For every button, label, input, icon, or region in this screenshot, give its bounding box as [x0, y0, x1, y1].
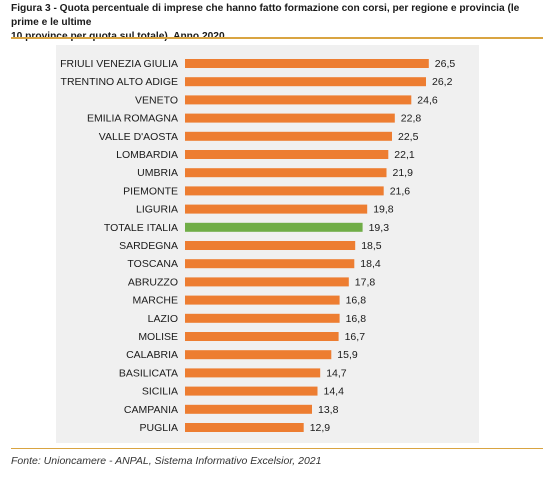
figure-title-line-1: Figura 3 - Quota percentuale di imprese …: [11, 3, 520, 28]
category-label: TOTALE ITALIA: [104, 222, 178, 234]
figure-title-line-2: 10 province per quota sul totale). Anno …: [11, 30, 543, 44]
value-label: 14,7: [326, 367, 347, 379]
bar: [185, 404, 312, 414]
bar: [185, 386, 318, 396]
bar: [185, 77, 426, 87]
value-label: 26,2: [432, 76, 453, 88]
bar: [185, 131, 392, 141]
value-label: 22,5: [398, 131, 419, 143]
category-label: LAZIO: [148, 313, 178, 325]
value-label: 17,8: [355, 276, 376, 288]
category-label: TOSCANA: [127, 258, 178, 270]
value-label: 13,8: [318, 404, 339, 416]
category-label: EMILIA ROMAGNA: [87, 113, 178, 125]
bar: [185, 204, 368, 214]
category-label: VENETO: [135, 94, 178, 106]
category-label: VALLE D'AOSTA: [99, 131, 178, 143]
category-label: CALABRIA: [126, 349, 178, 361]
category-label: UMBRIA: [137, 167, 178, 179]
bar: [185, 59, 429, 68]
category-label: MOLISE: [138, 331, 178, 343]
value-label: 18,5: [361, 240, 382, 252]
top-divider: [11, 37, 543, 39]
source-note: Fonte: Unioncamere - ANPAL, Sistema Info…: [11, 455, 322, 467]
value-label: 16,8: [346, 295, 367, 307]
value-label: 16,8: [346, 313, 367, 325]
value-label: 22,1: [394, 149, 415, 161]
bar: [185, 113, 395, 123]
bottom-divider: [11, 448, 543, 449]
bar: [185, 95, 412, 105]
bar: [185, 241, 356, 250]
value-label: 21,9: [393, 167, 414, 179]
value-label: 19,3: [369, 222, 390, 234]
value-label: 21,6: [390, 185, 411, 197]
value-label: 18,4: [360, 258, 381, 270]
value-label: 12,9: [310, 422, 331, 434]
category-label: MARCHE: [132, 295, 178, 307]
category-label: CAMPANIA: [124, 404, 178, 416]
bar: [185, 259, 355, 269]
bar: [185, 332, 339, 341]
category-label: LOMBARDIA: [116, 149, 178, 161]
value-label: 14,4: [324, 386, 345, 398]
category-label: SARDEGNA: [119, 240, 178, 252]
bar: [185, 186, 384, 196]
category-label: BASILICATA: [119, 367, 178, 379]
category-label: SICILIA: [142, 386, 178, 398]
bar: [185, 150, 389, 159]
bar: [185, 368, 321, 378]
bar: [185, 313, 340, 323]
value-label: 16,7: [345, 331, 366, 343]
category-label: LIGURIA: [136, 204, 178, 216]
bar: [185, 295, 340, 305]
category-label: FRIULI VENEZIA GIULIA: [60, 58, 178, 70]
category-label: TRENTINO ALTO ADIGE: [61, 76, 178, 88]
figure-title: Figura 3 - Quota percentuale di imprese …: [11, 2, 543, 44]
bar: [185, 277, 349, 287]
category-label: ABRUZZO: [128, 276, 178, 288]
value-label: 15,9: [337, 349, 358, 361]
bar: [185, 423, 304, 432]
value-label: 19,8: [373, 204, 394, 216]
category-label: PIEMONTE: [123, 185, 178, 197]
value-label: 24,6: [417, 94, 438, 106]
bar-highlight: [185, 222, 363, 232]
category-label: PUGLIA: [139, 422, 178, 434]
value-label: 22,8: [401, 113, 422, 125]
bar: [185, 350, 332, 360]
bar: [185, 168, 387, 178]
value-label: 26,5: [435, 58, 456, 70]
